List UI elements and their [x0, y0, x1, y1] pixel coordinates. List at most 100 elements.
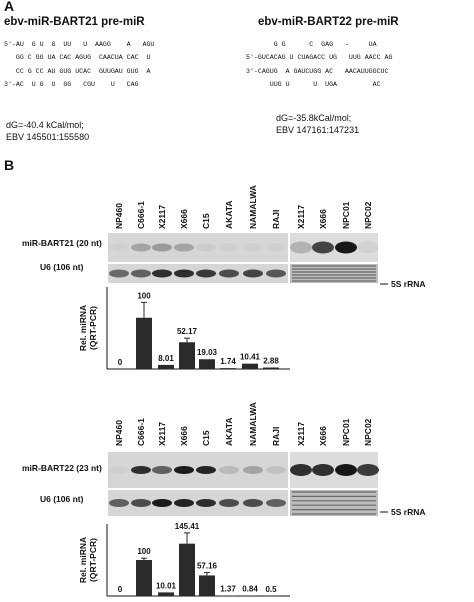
lane-label: NPC01	[341, 418, 351, 446]
y-axis-label: Rel. miRNA	[78, 537, 88, 583]
value-label: 100	[137, 547, 151, 556]
value-label: 145.41	[175, 522, 200, 531]
blot-band	[196, 466, 216, 474]
value-label: 57.16	[197, 562, 218, 571]
blot-band	[357, 464, 379, 476]
lane-label: X2117	[157, 422, 167, 446]
y-axis-label: (QRT-PCR)	[88, 306, 98, 350]
blot-background	[108, 233, 288, 262]
lane-label: X666	[318, 426, 328, 446]
lane-label: X2117	[296, 422, 306, 446]
blot-band	[174, 269, 194, 278]
lane-label: NP460	[114, 420, 124, 446]
value-label: 52.17	[177, 327, 198, 336]
lane-label: C15	[201, 430, 211, 446]
value-label: 0.5	[265, 585, 277, 594]
blot-background	[290, 264, 378, 283]
blot-band	[152, 243, 172, 252]
free-energy: dG=-40.4 kCal/mol;	[6, 120, 84, 130]
blot-band	[219, 244, 239, 252]
blot-band	[131, 466, 151, 474]
value-label: 100	[137, 291, 151, 300]
structure-title: ebv-miR-BART22 pre-miR	[258, 16, 399, 28]
value-label: 10.41	[240, 353, 261, 362]
blot-band	[196, 243, 216, 252]
blot-band	[196, 269, 216, 278]
structure-line: G G C GAG - UA	[246, 41, 377, 48]
blot-band	[109, 269, 129, 278]
blot-band	[243, 466, 263, 474]
coordinates: EBV 147161:147231	[276, 125, 359, 135]
structure-line: 3'-CAGUG A GAUCUGG AC AACAUUGGCUC	[246, 68, 388, 75]
blot-band	[243, 499, 263, 507]
lane-label: C666-1	[136, 418, 146, 446]
lane-label: NPC02	[363, 201, 373, 229]
blot-band	[312, 464, 334, 476]
bar	[136, 560, 152, 596]
blot-band	[174, 499, 194, 507]
lane-label: AKATA	[224, 418, 234, 446]
blot-band	[152, 499, 172, 507]
value-label: 2.88	[263, 357, 279, 366]
bar	[158, 592, 174, 596]
blot-band	[174, 243, 194, 252]
lane-label: NAMALWA	[248, 185, 258, 229]
blot-band	[243, 269, 263, 278]
lane-label: X2117	[296, 205, 306, 229]
bar	[179, 342, 195, 369]
lane-label: RAJI	[271, 427, 281, 446]
lane-label: X666	[318, 209, 328, 229]
structure-title: ebv-miR-BART21 pre-miR	[4, 16, 145, 28]
blot-band	[266, 466, 286, 474]
lane-label: C15	[201, 213, 211, 229]
blot-band	[152, 466, 172, 474]
structure-line: UUG U U UGA AC	[246, 81, 381, 88]
blot-band	[266, 499, 286, 507]
structure-line: GG C GG UA CAC AGUG CAACUA CAC U	[4, 54, 150, 61]
blot-band	[109, 244, 129, 252]
blot-band	[312, 241, 334, 254]
blot-row-label: miR-BART22 (23 nt)	[22, 463, 102, 473]
panel-label: B	[4, 157, 14, 173]
bar	[158, 364, 174, 369]
bar	[220, 368, 236, 369]
blot-band	[335, 241, 357, 254]
blot-band	[335, 464, 357, 476]
structure-line: 5'-GUCACAG U CUAGACC UG UUG AACC AG	[246, 54, 392, 61]
blot-band	[196, 499, 216, 507]
blot-band	[152, 269, 172, 278]
structure-line: CC G CC AU GUG UCAC GUUGAU GUG A	[4, 68, 150, 75]
lane-label: X2117	[157, 205, 167, 229]
y-axis-label: Rel. miRNA	[78, 305, 88, 351]
value-label: 0.84	[242, 585, 258, 594]
value-label: 0	[118, 585, 123, 594]
blot-band	[290, 464, 312, 476]
y-axis-label: (QRT-PCR)	[88, 538, 98, 582]
bar	[179, 543, 195, 596]
blot-band	[219, 269, 239, 278]
value-label: 1.37	[220, 585, 236, 594]
blot-band	[266, 244, 286, 252]
blot-row-label: U6 (106 nt)	[40, 494, 84, 504]
lane-label: NPC02	[363, 418, 373, 446]
blot-band	[357, 241, 379, 254]
lane-label: C666-1	[136, 201, 146, 229]
bar	[136, 317, 152, 369]
blot-band	[109, 466, 129, 474]
value-label: 0	[118, 358, 123, 367]
structure-line: 5'-AU G U G UU U AAGG A AGU	[4, 41, 154, 48]
blot-band	[131, 243, 151, 252]
value-label: 10.01	[156, 581, 177, 590]
blot-row-label: U6 (106 nt)	[40, 262, 84, 272]
lane-label: NPC01	[341, 201, 351, 229]
value-label: 8.01	[158, 354, 174, 363]
bar	[263, 367, 279, 369]
lane-label: RAJI	[271, 210, 281, 229]
blot-band	[109, 499, 129, 507]
blot-band	[131, 499, 151, 507]
blot-band	[219, 499, 239, 507]
marker-label: 5S rRNA	[391, 279, 425, 289]
value-label: 19.03	[197, 348, 218, 357]
blot-row-label: miR-BART21 (20 nt)	[22, 238, 102, 248]
